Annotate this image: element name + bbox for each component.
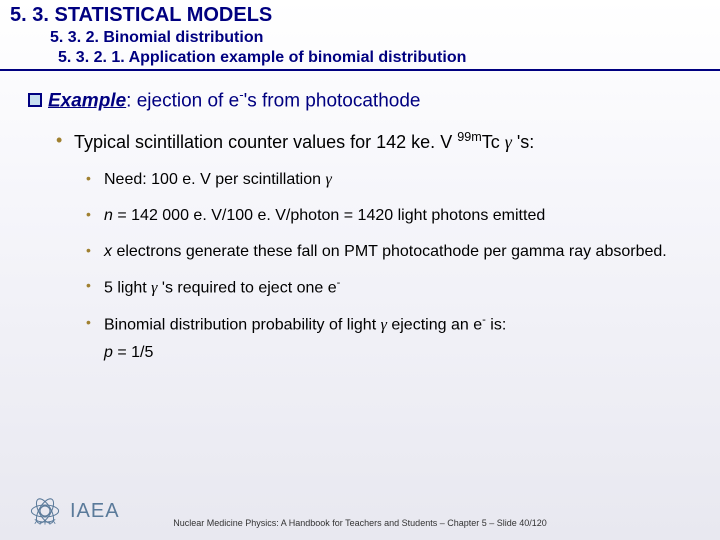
- sub5-pre: Binomial distribution probability of lig…: [104, 316, 381, 333]
- sub3-var: x: [104, 243, 112, 260]
- sub-bullet-5: Binomial distribution probability of lig…: [86, 313, 692, 336]
- example-text-before: : ejection of e: [126, 90, 239, 111]
- subsubsection-title: 5. 3. 2. 1. Application example of binom…: [58, 49, 710, 67]
- example-line: Example: ejection of e-'s from photocath…: [28, 87, 692, 112]
- iaea-logo: IAEA: [28, 494, 120, 528]
- main-bullet-pre: Typical scintillation counter values for…: [74, 132, 457, 152]
- iaea-logo-icon: [28, 494, 62, 528]
- sub4-pre: 5 light: [104, 279, 151, 296]
- checkbox-icon: [28, 93, 42, 107]
- sub5-post: is:: [486, 316, 506, 333]
- section-title: 5. 3. STATISTICAL MODELS: [10, 4, 710, 27]
- example-label: Example: [48, 90, 126, 111]
- sub-bullet-1: Need: 100 e. V per scintillation γ: [86, 169, 692, 191]
- sub1-text: Need: 100 e. V per scintillation: [104, 171, 325, 188]
- slide-footer: IAEA Nuclear Medicine Physics: A Handboo…: [0, 480, 720, 540]
- iaea-text: IAEA: [70, 500, 120, 523]
- main-bullet: Typical scintillation counter values for…: [56, 130, 692, 153]
- sub3-text: electrons generate these fall on PMT pho…: [112, 243, 667, 260]
- footer-text: Nuclear Medicine Physics: A Handbook for…: [173, 518, 547, 528]
- sub2-text: = 142 000 e. V/100 e. V/photon = 1420 li…: [113, 207, 545, 224]
- sub-bullet-3: x electrons generate these fall on PMT p…: [86, 241, 692, 263]
- subsection-title: 5. 3. 2. Binomial distribution: [50, 29, 710, 47]
- sub-bullet-2: n = 142 000 e. V/100 e. V/photon = 1420 …: [86, 205, 692, 227]
- gamma-icon: γ: [505, 132, 512, 152]
- gamma-icon: γ: [325, 171, 331, 188]
- sub4-sup: -: [337, 277, 341, 289]
- p-eq: = 1/5: [113, 344, 153, 361]
- main-bullet-mid: Tc: [482, 132, 505, 152]
- slide-content: Example: ejection of e - 's from photocath…: [0, 71, 720, 362]
- main-bullet-sup: 99m: [457, 130, 482, 144]
- sub4-mid: 's required to eject one e: [157, 279, 336, 296]
- p-equation: p = 1/5: [104, 344, 692, 362]
- sub5-mid: ejecting an e: [387, 316, 482, 333]
- sub-bullet-4: 5 light γ 's required to eject one e-: [86, 276, 692, 299]
- example-text-after: 's from photocathode: [244, 90, 421, 111]
- slide-header: 5. 3. STATISTICAL MODELS 5. 3. 2. Binomi…: [0, 0, 720, 71]
- sub2-var: n: [104, 207, 113, 224]
- p-var: p: [104, 344, 113, 361]
- main-bullet-post: 's:: [512, 132, 534, 152]
